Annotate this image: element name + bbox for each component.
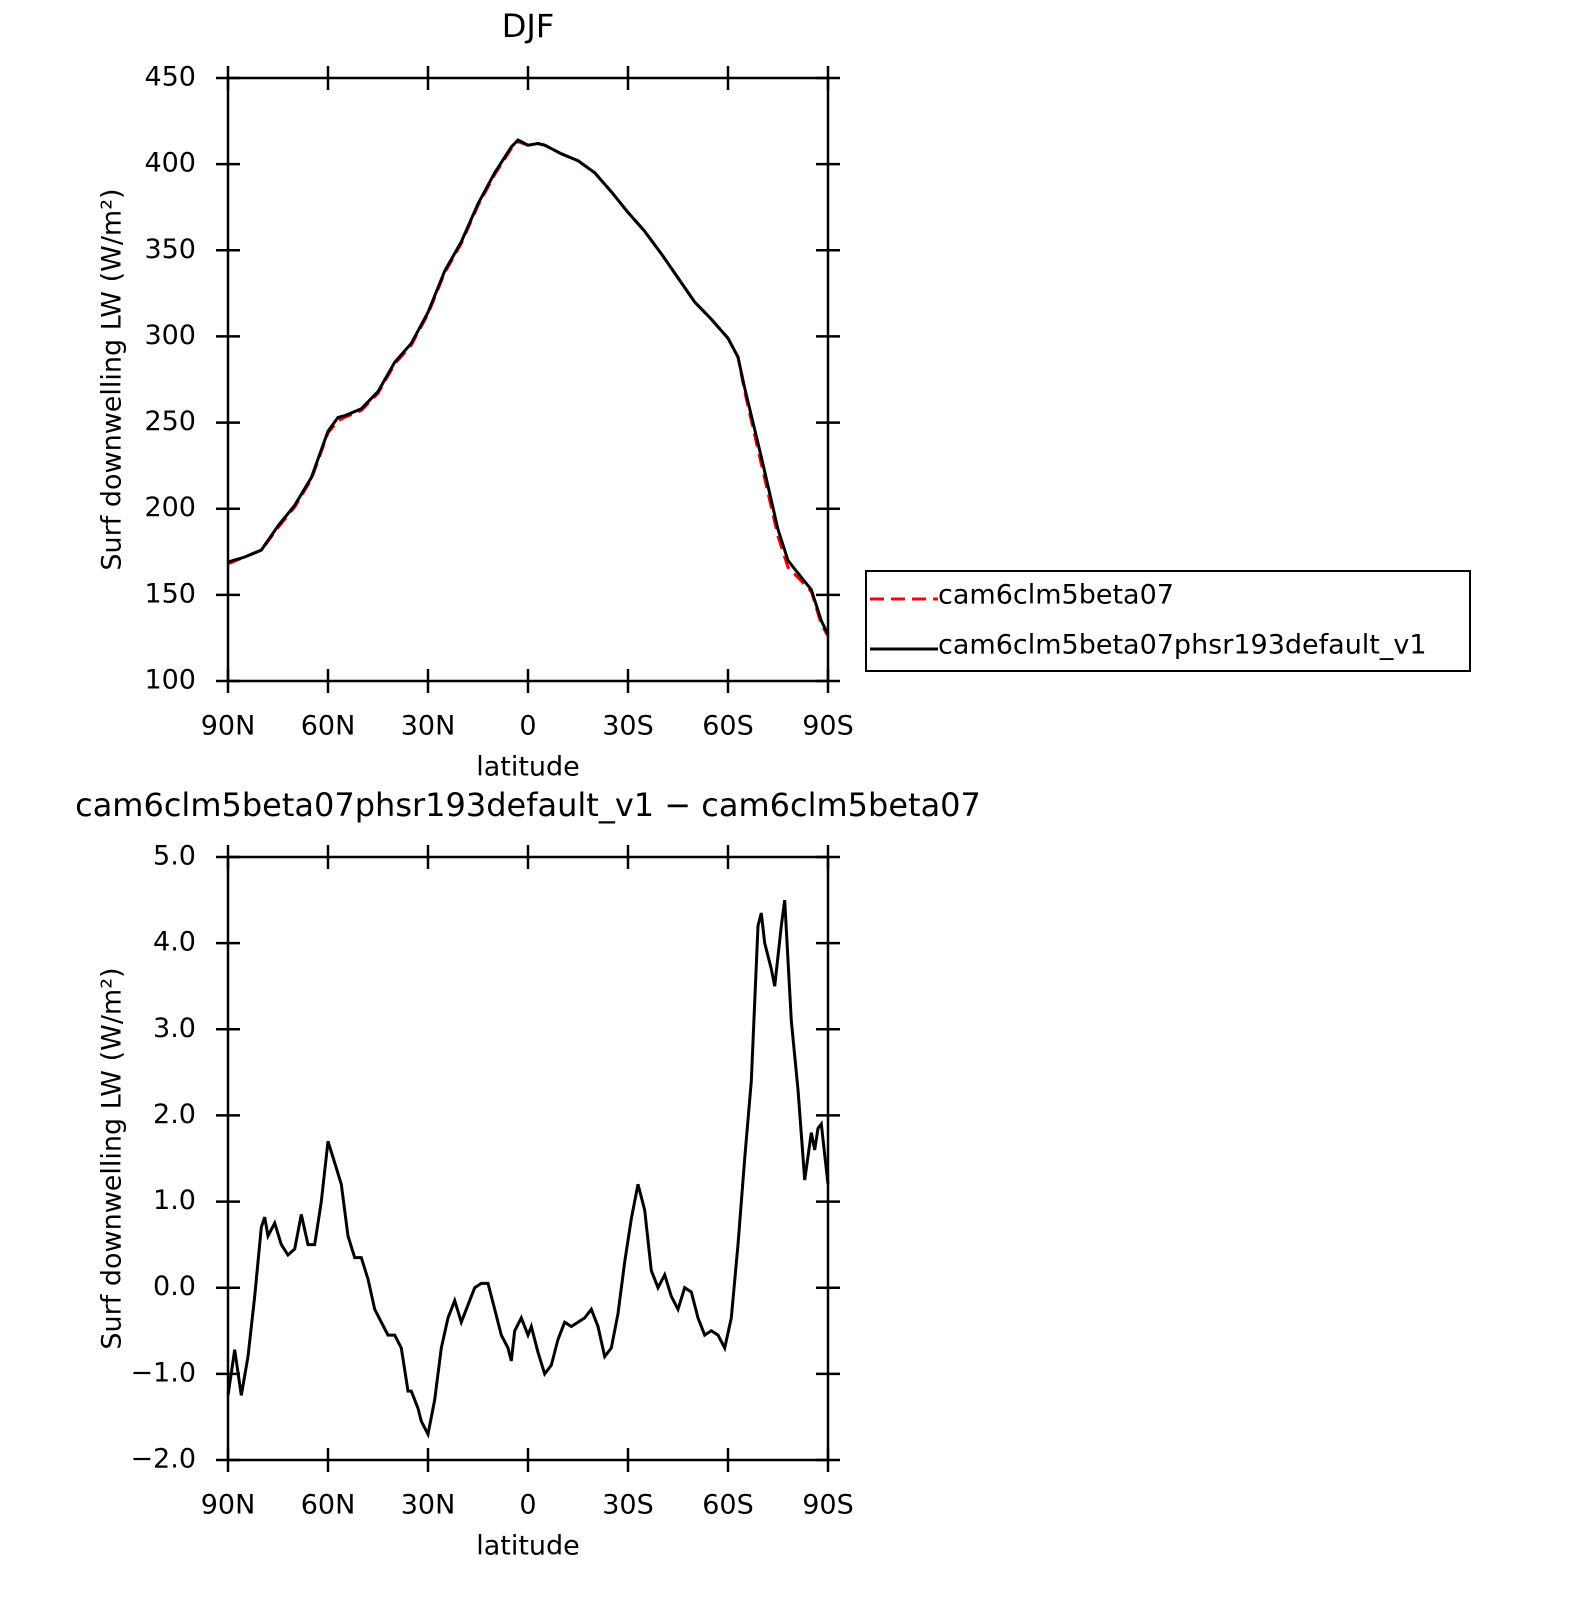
legend-box [865,570,1471,672]
x-tick-label: 90N [201,1490,256,1521]
x-tick-label: 90S [802,711,854,742]
y-tick-label: 200 [144,492,196,523]
y-tick-label: 4.0 [153,927,196,958]
legend-label: cam6clm5beta07phsr193default_v1 [938,630,1427,661]
x-axis-label: latitude [476,752,580,783]
x-tick-label: 30N [401,1490,456,1521]
y-axis-label: Surf downwelling LW (W/m²) [97,967,128,1349]
chart-title: DJF [502,7,554,45]
data-line [226,899,830,1439]
x-axis-label: latitude [476,1531,580,1562]
y-tick-label: 0.0 [153,1271,196,1302]
y-tick-label: −2.0 [130,1444,196,1475]
legend-label: cam6clm5beta07 [938,580,1174,611]
y-tick-label: −1.0 [130,1357,196,1388]
y-tick-label: 250 [144,406,196,437]
y-tick-label: 300 [144,320,196,351]
x-tick-label: 90S [802,1490,854,1521]
x-tick-label: 0 [519,1490,536,1521]
y-tick-label: 150 [144,578,196,609]
x-tick-label: 60S [702,711,754,742]
y-axis-label: Surf downwelling LW (W/m²) [97,188,128,570]
x-tick-label: 30S [602,711,654,742]
x-tick-label: 60S [702,1490,754,1521]
legend: cam6clm5beta07 cam6clm5beta07phsr193defau… [865,570,1471,672]
y-tick-label: 5.0 [153,841,196,872]
y-tick-label: 400 [144,148,196,179]
x-tick-label: 60N [301,711,356,742]
plot-frame [226,855,830,1462]
chart-title: cam6clm5beta07phsr193default_v1 − cam6cl… [75,786,981,824]
x-tick-label: 90N [201,711,256,742]
x-tick-label: 0 [519,711,536,742]
data-line [227,138,830,636]
y-tick-label: 350 [144,234,196,265]
x-tick-label: 60N [301,1490,356,1521]
x-tick-label: 30S [602,1490,654,1521]
y-tick-label: 2.0 [153,1099,196,1130]
y-tick-label: 100 [144,665,196,696]
y-tick-label: 3.0 [153,1013,196,1044]
x-tick-label: 30N [401,711,456,742]
y-tick-label: 450 [144,62,196,93]
plot-frame [226,76,830,683]
data-line [227,139,830,637]
y-tick-label: 1.0 [153,1185,196,1216]
